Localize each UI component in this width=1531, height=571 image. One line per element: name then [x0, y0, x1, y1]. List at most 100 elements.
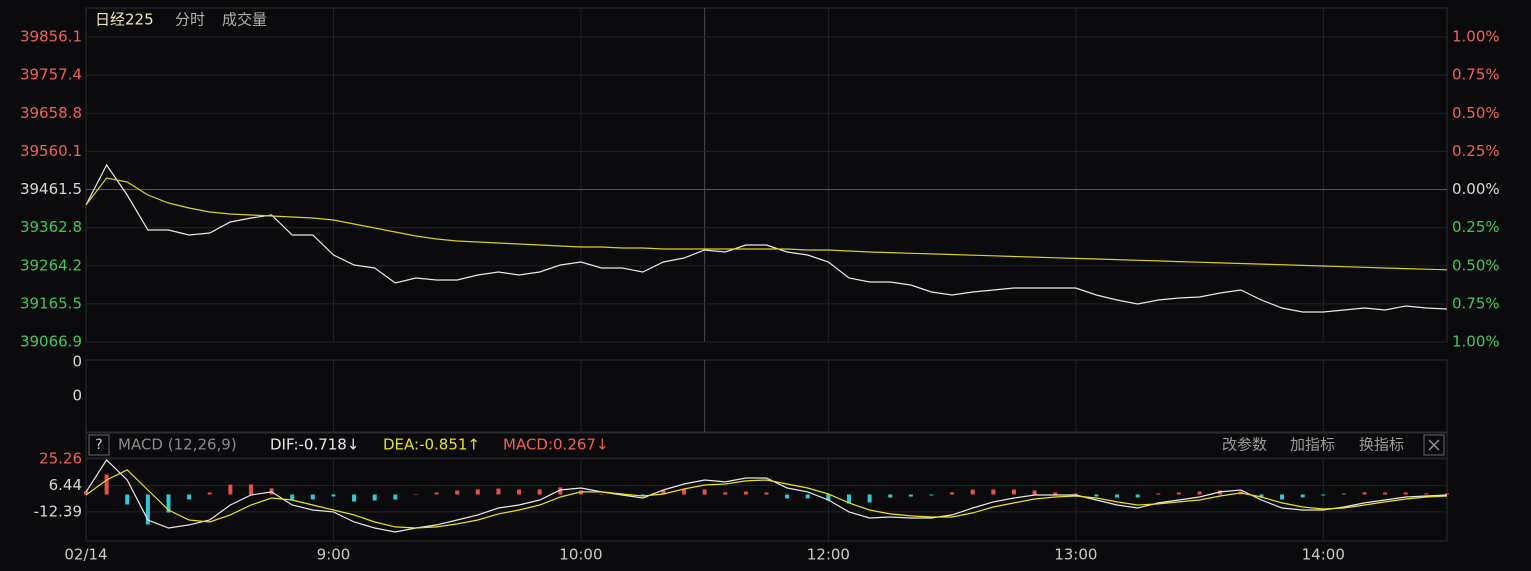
close-icon[interactable]: [1428, 439, 1440, 451]
help-box[interactable]: [88, 434, 110, 456]
macd-bar: [558, 487, 563, 495]
price-line: [85, 177, 1448, 271]
x-tick-label: 10:00: [559, 546, 602, 564]
macd-bar: [537, 489, 542, 495]
macd-bar: [1403, 492, 1408, 495]
macd-bar: [434, 492, 439, 495]
y2-tick-label: 0.25%: [1452, 218, 1500, 236]
macd-bar: [104, 474, 109, 495]
macd-bar: [1424, 493, 1429, 495]
macd-bar: [413, 494, 418, 495]
macd-bar: [455, 490, 460, 495]
legend-entry: MACD:0.267↓: [503, 436, 609, 454]
macd-bar: [888, 494, 893, 498]
button-params[interactable]: 改参数: [1222, 436, 1267, 454]
macd-bar: [228, 484, 233, 495]
macd-bar: [145, 494, 150, 525]
volume-axis-label: 0: [72, 353, 82, 371]
legend-entry: DIF:-0.718↓: [270, 436, 359, 454]
macd-bar: [393, 494, 398, 500]
macd-bar: [1032, 490, 1037, 495]
macd-bar: [1280, 494, 1285, 500]
tab-intraday[interactable]: 分时: [175, 11, 205, 29]
macd-bar: [702, 489, 707, 495]
y2-tick-label: 0.50%: [1452, 256, 1500, 274]
tab-index[interactable]: 日经225: [95, 11, 154, 29]
y2-tick-label: 0.50%: [1452, 104, 1500, 122]
macd-bar: [1176, 492, 1181, 495]
x-tick-label: 13:00: [1054, 546, 1097, 564]
y2-tick-label: 1.00%: [1452, 333, 1500, 351]
macd-line: [85, 458, 1448, 533]
macd-bar: [661, 490, 666, 495]
legend-entry: DEA:-0.851↑: [383, 436, 480, 454]
y-tick-label: 39560.1: [20, 142, 82, 160]
close-box[interactable]: [1423, 434, 1445, 456]
macd-bar: [1197, 491, 1202, 495]
macd-bar: [1445, 493, 1449, 495]
y-tick-label: 39856.1: [20, 28, 82, 46]
macd-bar: [331, 494, 336, 497]
macd-bar: [475, 489, 480, 495]
macd-bar: [991, 489, 996, 495]
macd-bar: [1156, 493, 1161, 495]
macd-bar: [310, 494, 315, 500]
y-tick-label: 39066.9: [20, 333, 82, 351]
y-tick-label: 39658.8: [20, 104, 82, 122]
macd-bar: [826, 494, 831, 501]
macd-bar: [207, 492, 212, 495]
macd-bar: [1362, 492, 1367, 495]
y-tick-label: 39461.5: [20, 180, 82, 198]
price-line: [85, 163, 1448, 313]
y-tick-label: 6.44: [49, 476, 82, 494]
x-tick-label: 9:00: [317, 546, 351, 564]
button-add-indicator[interactable]: 加指标: [1290, 436, 1335, 454]
macd-bar: [1135, 494, 1140, 498]
macd-bar: [1094, 494, 1099, 497]
macd-bar: [867, 494, 872, 503]
macd-bar: [1383, 492, 1388, 495]
macd-bar: [352, 494, 357, 502]
macd-bar: [1321, 494, 1326, 496]
macd-bar: [290, 494, 295, 500]
macd-bar: [743, 491, 748, 495]
macd-bar: [248, 484, 253, 495]
button-switch-indicator[interactable]: 换指标: [1359, 436, 1404, 454]
volume-panel-frame: [85, 359, 1448, 433]
y-tick-label: 39757.4: [20, 66, 82, 84]
macd-bar: [723, 492, 728, 495]
macd-bar: [166, 494, 171, 513]
macd-bar: [599, 494, 604, 495]
y2-tick-label: 0.25%: [1452, 142, 1500, 160]
y2-tick-label: 0.75%: [1452, 66, 1500, 84]
macd-bar: [84, 491, 88, 495]
macd-panel-frame: [85, 432, 1448, 542]
macd-bar: [805, 494, 810, 499]
macd-bar: [950, 492, 955, 495]
macd-bar: [1259, 494, 1264, 498]
macd-bar: [1073, 493, 1078, 495]
macd-bar: [125, 494, 130, 505]
volume-axis-label: 0: [72, 387, 82, 405]
help-icon[interactable]: ?: [95, 437, 102, 453]
macd-bar: [846, 494, 851, 504]
macd-bar: [496, 488, 501, 495]
macd-bar: [1011, 489, 1016, 495]
macd-bar: [372, 494, 377, 501]
x-tick-label: 12:00: [807, 546, 850, 564]
y-tick-label: 39264.2: [20, 256, 82, 274]
y-tick-label: 39362.8: [20, 218, 82, 236]
macd-bar: [517, 489, 522, 495]
y2-tick-label: 0.75%: [1452, 294, 1500, 312]
tab-volume[interactable]: 成交量: [222, 11, 267, 29]
x-tick-label: 02/14: [64, 546, 107, 564]
main-panel-frame: [85, 7, 1448, 343]
y-tick-label: -12.39: [34, 502, 82, 520]
indicator-name: MACD (12,26,9): [118, 436, 237, 454]
y-tick-label: 25.26: [39, 449, 82, 467]
y-tick-label: 39165.5: [20, 294, 82, 312]
y2-tick-label: 1.00%: [1452, 28, 1500, 46]
macd-bar: [1341, 493, 1346, 495]
